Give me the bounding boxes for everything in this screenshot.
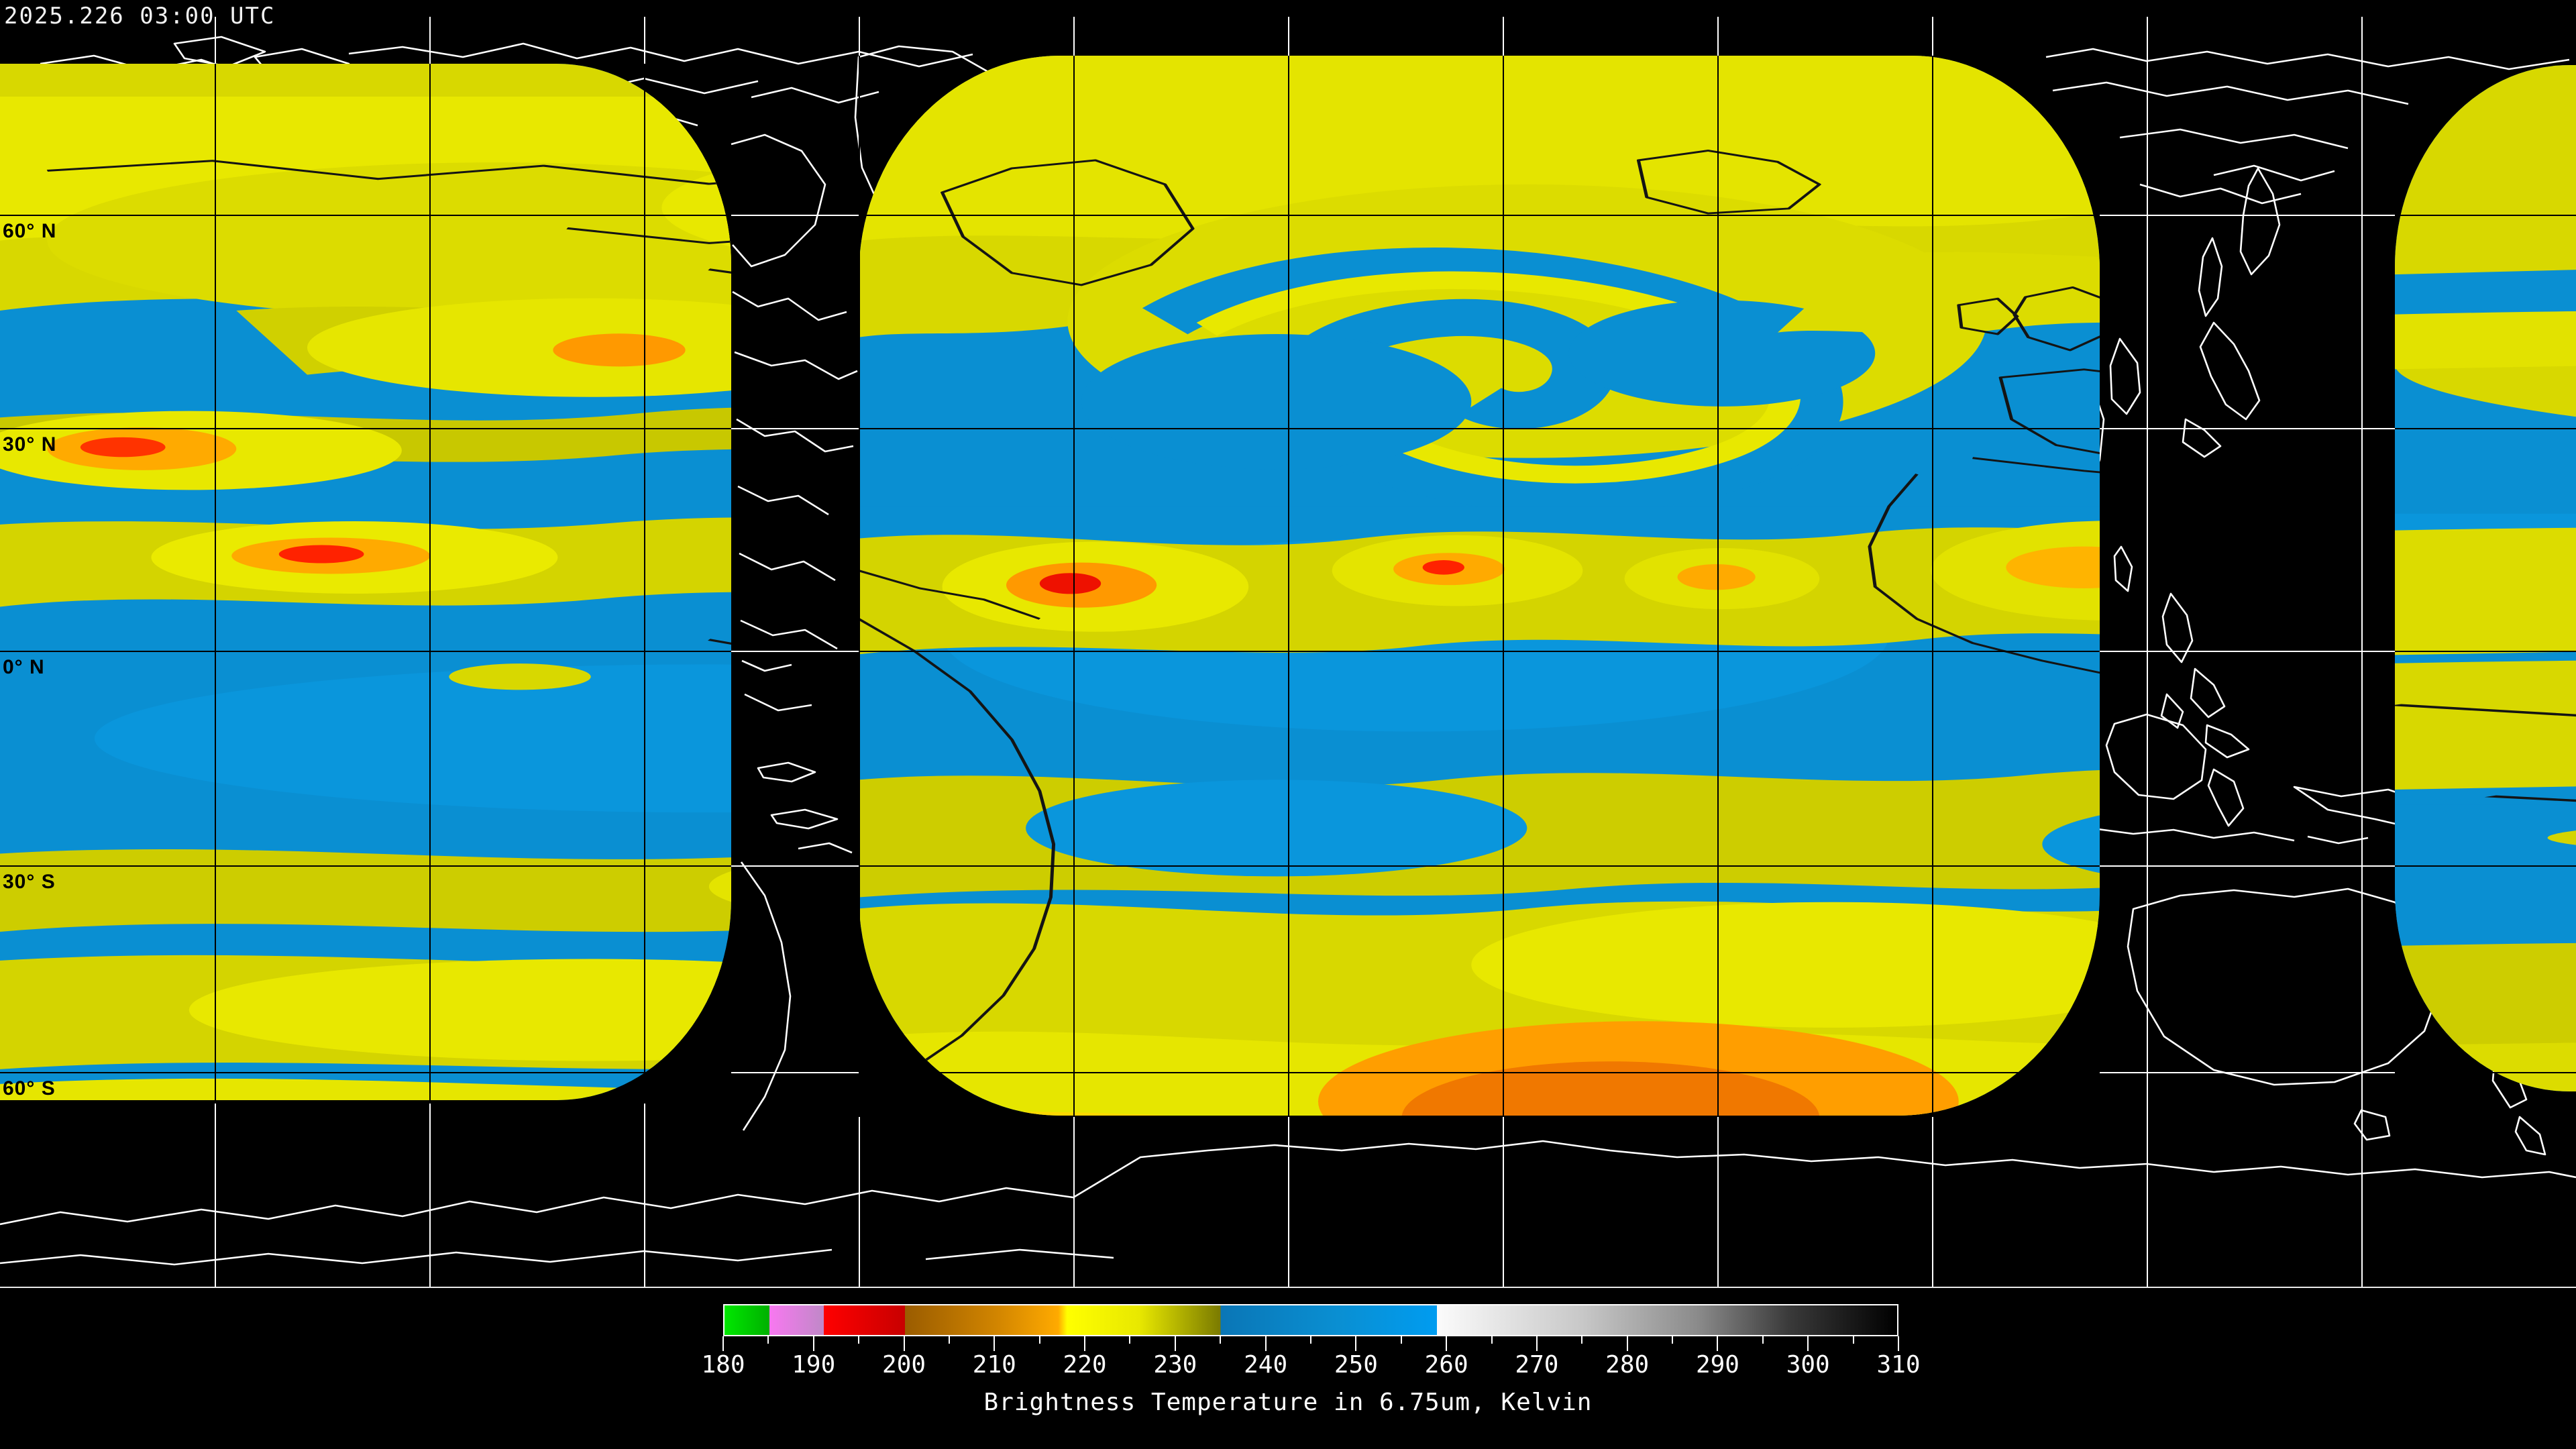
- colorbar-tick-label: 240: [1244, 1351, 1288, 1379]
- colorbar-major-tick: [812, 1336, 814, 1351]
- latitude-label: 60° S: [3, 1077, 56, 1099]
- colorbar-minor-tick: [767, 1336, 769, 1344]
- colorbar-tick-label: 190: [792, 1351, 836, 1379]
- colorbar-major-tick: [1446, 1336, 1448, 1351]
- colorbar-tick-label: 180: [701, 1351, 745, 1379]
- colorbar-minor-tick: [948, 1336, 950, 1344]
- east-sector-disk: [2395, 65, 2576, 1091]
- colorbar-major-tick: [1717, 1336, 1719, 1351]
- map-bottom-border: [0, 1287, 2576, 1288]
- colorbar-major-tick: [1626, 1336, 1628, 1351]
- colorbar-minor-tick: [1762, 1336, 1764, 1344]
- colorbar-tick-label: 220: [1063, 1351, 1107, 1379]
- colorbar-tick-label: 250: [1334, 1351, 1378, 1379]
- colorbar-minor-tick: [1672, 1336, 1674, 1344]
- colorbar-title: Brightness Temperature in 6.75um, Kelvin: [983, 1389, 1593, 1416]
- colorbar-major-tick: [722, 1336, 724, 1351]
- colorbar-gradient: [724, 1305, 1897, 1335]
- colorbar-tick-labels: 180 190 200 210 220 230 240 250 260 270 280 290 300 3…: [701, 1351, 1920, 1381]
- colorbar-minor-tick: [1310, 1336, 1311, 1344]
- colorbar-tick-label: 280: [1605, 1351, 1650, 1379]
- colorbar-ticks: [722, 1336, 1899, 1351]
- colorbar-tick-label: 260: [1424, 1351, 1468, 1379]
- colorbar-major-tick: [1898, 1336, 1899, 1351]
- west-sector: [0, 17, 731, 1288]
- latitude-label: 30° N: [3, 433, 57, 455]
- colorbar-major-tick: [1536, 1336, 1538, 1351]
- colorbar-major-tick: [1807, 1336, 1809, 1351]
- colorbar-minor-tick: [1038, 1336, 1040, 1344]
- latitude-label: 0° N: [3, 656, 45, 678]
- colorbar-minor-tick: [1581, 1336, 1583, 1344]
- colorbar-major-tick: [994, 1336, 996, 1351]
- east-sector: [2395, 17, 2576, 1288]
- colorbar-tick-label: 210: [972, 1351, 1016, 1379]
- colorbar-major-tick: [1174, 1336, 1176, 1351]
- colorbar-tick-label: 300: [1786, 1351, 1830, 1379]
- colorbar-minor-tick: [1400, 1336, 1402, 1344]
- colorbar-bar: [723, 1304, 1898, 1336]
- colorbar-tick-label: 310: [1876, 1351, 1921, 1379]
- colorbar-minor-tick: [1129, 1336, 1131, 1344]
- colorbar-minor-tick: [858, 1336, 860, 1344]
- colorbar-major-tick: [1355, 1336, 1357, 1351]
- colorbar-tick-label: 230: [1153, 1351, 1197, 1379]
- timestamp-label: 2025.226 03:00 UTC: [4, 3, 276, 30]
- latitude-label: 60° N: [3, 220, 57, 242]
- central-sector-disk: [859, 56, 2100, 1116]
- colorbar-tick-label: 290: [1695, 1351, 1739, 1379]
- colorbar-major-tick: [903, 1336, 905, 1351]
- colorbar-tick-label: 200: [882, 1351, 926, 1379]
- colorbar-major-tick: [1265, 1336, 1267, 1351]
- colorbar-major-tick: [1084, 1336, 1086, 1351]
- satellite-map[interactable]: 60° N 30° N 0° N 30° S 60° S: [0, 17, 2576, 1288]
- central-sector: [859, 17, 2100, 1288]
- colorbar-legend: 180 190 200 210 220 230 240 250 260 270 280 290 300 3…: [0, 1295, 2576, 1449]
- colorbar-minor-tick: [1491, 1336, 1493, 1344]
- latitude-label: 30° S: [3, 871, 56, 893]
- central-sector-coastlines: [859, 150, 2100, 1095]
- east-sector-coastlines: [2395, 704, 2576, 802]
- colorbar-minor-tick: [1220, 1336, 1222, 1344]
- colorbar-tick-label: 270: [1515, 1351, 1559, 1379]
- colorbar-minor-tick: [1852, 1336, 1854, 1344]
- west-sector-disk: [0, 64, 731, 1100]
- west-sector-coastlines: [46, 160, 731, 645]
